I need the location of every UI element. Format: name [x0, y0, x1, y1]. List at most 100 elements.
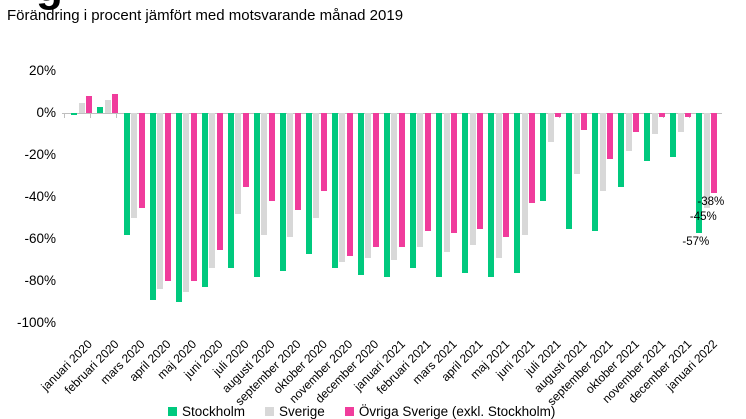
bar-övriga-sverige-exkl-stockholm-maj-2021	[503, 113, 509, 237]
chart-subtitle: Förändring i procent jämfört med motsvar…	[7, 7, 404, 24]
bar-övriga-sverige-exkl-stockholm-juli-2021	[555, 113, 562, 118]
bar-stockholm-maj-2020	[175, 113, 182, 302]
bar-sverige-augusti-2020	[261, 113, 268, 235]
data-label-sverige: -45%	[689, 210, 717, 223]
y-axis-tick-label: -20%	[24, 147, 56, 162]
y-axis-tick-label: 20%	[28, 63, 56, 78]
bar-stockholm-juni-2021	[514, 113, 521, 273]
bar-övriga-sverige-exkl-stockholm-november-2020	[346, 113, 353, 256]
bar-övriga-sverige-exkl-stockholm-augusti-2021	[581, 113, 588, 130]
bar-övriga-sverige-exkl-stockholm-mars-2020	[138, 113, 145, 208]
legend-label: Stockholm	[182, 404, 246, 419]
x-axis-tick	[116, 114, 117, 118]
bar-sverige-november-2020	[339, 113, 346, 263]
bar-stockholm-juli-2020	[227, 113, 234, 269]
data-label-stockholm: -57%	[682, 235, 710, 248]
bar-stockholm-februari-2021	[409, 113, 416, 269]
bar-övriga-sverige-exkl-stockholm-augusti-2020	[268, 113, 275, 202]
y-axis-tick-label: -80%	[24, 273, 56, 288]
bar-övriga-sverige-exkl-stockholm-februari-2020	[112, 94, 119, 113]
bar-stockholm-mars-2021	[436, 113, 442, 277]
bar-sverige-juni-2021	[521, 113, 528, 235]
bar-sverige-januari-2021	[391, 113, 398, 260]
bar-stockholm-december-2021	[670, 113, 677, 158]
bar-övriga-sverige-exkl-stockholm-juni-2021	[529, 113, 536, 204]
chart-legend: Stockholm Sverige Övriga Sverige (exkl. St…	[168, 404, 555, 419]
x-axis-tick	[89, 114, 91, 118]
legend-item-sverige: Sverige	[265, 404, 325, 419]
y-axis-tick-label: -60%	[24, 231, 56, 246]
bar-övriga-sverige-exkl-stockholm-juli-2020	[242, 113, 249, 187]
bar-sverige-april-2021	[469, 113, 476, 246]
bar-sverige-oktober-2021	[625, 113, 632, 151]
legend-label: Övriga Sverige (exkl. Stockholm)	[358, 404, 556, 419]
bar-övriga-sverige-exkl-stockholm-april-2020	[164, 113, 171, 281]
bar-stockholm-september-2021	[592, 113, 599, 231]
bar-stockholm-juni-2020	[201, 113, 208, 288]
bar-sverige-december-2020	[365, 113, 372, 258]
y-axis-tick-label: -100%	[16, 315, 56, 330]
bar-sverige-oktober-2020	[313, 113, 320, 218]
bar-stockholm-mars-2020	[123, 113, 130, 235]
bar-sverige-maj-2021	[495, 113, 502, 258]
bar-sverige-januari-2020	[78, 102, 85, 113]
bar-övriga-sverige-exkl-stockholm-mars-2021	[451, 113, 457, 233]
bar-sverige-mars-2021	[443, 113, 450, 252]
bar-sverige-mars-2020	[131, 113, 137, 218]
bar-sverige-juli-2020	[235, 113, 242, 214]
bar-stockholm-januari-2021	[383, 113, 390, 277]
bar-övriga-sverige-exkl-stockholm-januari-2020	[86, 96, 93, 113]
bar-sverige-juni-2020	[209, 113, 216, 269]
bar-sverige-maj-2020	[183, 113, 190, 292]
bar-sverige-juli-2021	[547, 113, 554, 143]
bar-stockholm-februari-2020	[97, 106, 104, 113]
legend-swatch-icon	[265, 407, 275, 416]
bar-stockholm-november-2020	[331, 113, 338, 269]
bar-stockholm-januari-2022	[696, 113, 703, 233]
bar-övriga-sverige-exkl-stockholm-februari-2021	[424, 113, 431, 231]
legend-swatch-icon	[344, 407, 354, 416]
bar-övriga-sverige-exkl-stockholm-december-2021	[685, 113, 692, 118]
bar-stockholm-september-2020	[279, 113, 286, 271]
data-label-övriga-sverige-exkl-stockholm: -38%	[697, 195, 725, 208]
bar-stockholm-oktober-2021	[618, 113, 625, 187]
legend-label: Sverige	[279, 404, 325, 419]
legend-item-stockholm: Stockholm	[168, 404, 245, 419]
bar-övriga-sverige-exkl-stockholm-juni-2020	[216, 113, 223, 250]
bar-övriga-sverige-exkl-stockholm-december-2020	[372, 113, 379, 248]
bar-sverige-augusti-2021	[573, 113, 580, 174]
bar-stockholm-maj-2021	[488, 113, 494, 277]
bar-sverige-december-2021	[677, 113, 684, 132]
bar-stockholm-april-2020	[149, 113, 156, 300]
x-axis-tick	[63, 114, 65, 118]
bar-sverige-februari-2021	[417, 113, 424, 248]
page-title-clipped: g	[36, 0, 63, 9]
legend-swatch-icon	[168, 407, 177, 416]
bar-sverige-april-2020	[157, 113, 163, 290]
bar-stockholm-augusti-2020	[253, 113, 260, 277]
bar-stockholm-april-2021	[462, 113, 468, 273]
bar-stockholm-november-2021	[644, 113, 651, 162]
bar-övriga-sverige-exkl-stockholm-september-2020	[294, 113, 301, 210]
y-axis-tick-label: -40%	[24, 189, 56, 204]
bar-övriga-sverige-exkl-stockholm-oktober-2021	[633, 113, 640, 132]
bar-stockholm-augusti-2021	[566, 113, 573, 229]
bar-övriga-sverige-exkl-stockholm-maj-2020	[190, 113, 197, 281]
bar-stockholm-juli-2021	[540, 113, 547, 202]
bar-sverige-januari-2022	[703, 113, 710, 208]
bar-stockholm-januari-2020	[71, 113, 78, 116]
bar-övriga-sverige-exkl-stockholm-september-2021	[607, 113, 614, 160]
bar-sverige-november-2021	[651, 113, 658, 134]
legend-item-övriga-sverige-exkl-stockholm: Övriga Sverige (exkl. Stockholm)	[344, 404, 556, 419]
bar-sverige-september-2021	[599, 113, 606, 191]
bar-övriga-sverige-exkl-stockholm-april-2021	[477, 113, 483, 229]
bar-stockholm-december-2020	[357, 113, 364, 275]
bar-sverige-september-2020	[287, 113, 294, 237]
bar-sverige-februari-2020	[104, 100, 111, 113]
bar-övriga-sverige-exkl-stockholm-oktober-2020	[320, 113, 327, 191]
bar-övriga-sverige-exkl-stockholm-januari-2021	[398, 113, 405, 248]
bar-stockholm-oktober-2020	[305, 113, 312, 254]
bar-övriga-sverige-exkl-stockholm-januari-2022	[711, 113, 718, 193]
